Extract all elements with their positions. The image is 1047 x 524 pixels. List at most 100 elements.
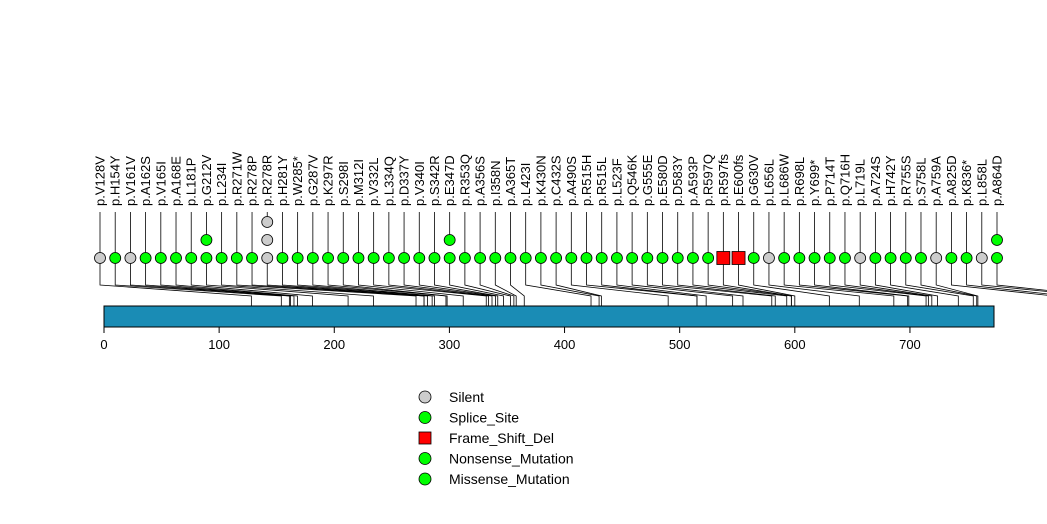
mutation-marker[interactable] bbox=[246, 252, 258, 264]
mutation-marker[interactable] bbox=[398, 252, 410, 264]
mutation-label: p.L334Q bbox=[381, 156, 396, 206]
mutation-marker[interactable] bbox=[306, 252, 319, 264]
mutation-marker[interactable] bbox=[230, 252, 243, 264]
mutation-marker[interactable] bbox=[747, 252, 760, 264]
position-axis: 0 100 200 300 400 500 600 700 bbox=[100, 327, 921, 352]
mutation-marker[interactable] bbox=[261, 234, 274, 246]
mutation-label: p.M312I bbox=[351, 159, 366, 206]
mutation-marker[interactable] bbox=[139, 252, 152, 264]
mutation-label: p.A759A bbox=[929, 156, 944, 206]
mutation-marker[interactable] bbox=[595, 252, 608, 264]
mutation-marker[interactable] bbox=[945, 252, 958, 264]
legend-label: Silent bbox=[449, 389, 484, 405]
mutation-marker[interactable] bbox=[352, 252, 365, 264]
mutation-marker[interactable] bbox=[215, 252, 228, 264]
axis-tick-label: 0 bbox=[100, 337, 107, 352]
mutation-marker[interactable] bbox=[322, 252, 334, 264]
mutation-marker[interactable] bbox=[94, 252, 106, 264]
mutation-marker[interactable] bbox=[124, 252, 137, 264]
mutation-label: p.R278R bbox=[260, 155, 275, 206]
mutation-marker[interactable] bbox=[793, 252, 806, 264]
mutation-label: p.L686W bbox=[777, 153, 792, 206]
mutation-marker[interactable] bbox=[839, 252, 851, 264]
mutation-marker[interactable] bbox=[200, 234, 213, 246]
mutation-marker[interactable] bbox=[611, 252, 623, 264]
mutation-marker[interactable] bbox=[337, 252, 350, 264]
mutation-marker[interactable] bbox=[565, 252, 578, 264]
mutation-marker[interactable] bbox=[534, 252, 547, 264]
mutation-marker[interactable] bbox=[975, 252, 988, 264]
mutation-marker[interactable] bbox=[413, 252, 426, 264]
mutation-label: p.A825D bbox=[944, 155, 959, 206]
mutation-marker[interactable] bbox=[109, 252, 122, 264]
mutation-marker[interactable] bbox=[687, 252, 699, 264]
mutation-marker[interactable] bbox=[626, 252, 639, 264]
mutation-marker[interactable] bbox=[854, 252, 867, 264]
mutation-marker[interactable] bbox=[276, 252, 289, 264]
mutation-marker[interactable] bbox=[716, 251, 731, 265]
mutation-marker[interactable] bbox=[930, 252, 943, 264]
legend-swatch bbox=[418, 472, 432, 486]
mutation-label: p.W285* bbox=[290, 156, 305, 206]
mutation-marker[interactable] bbox=[443, 252, 456, 264]
mutation-marker[interactable] bbox=[550, 252, 563, 264]
mutation-marker[interactable] bbox=[367, 252, 380, 264]
mutation-label: p.Q716H bbox=[837, 154, 852, 206]
mutation-marker[interactable] bbox=[899, 252, 912, 264]
mutation-marker[interactable] bbox=[991, 252, 1003, 264]
mutation-marker[interactable] bbox=[702, 252, 715, 264]
mutation-label: p.R597Q bbox=[701, 154, 716, 206]
mutation-label: p.A864D bbox=[990, 155, 1005, 206]
mutation-marker[interactable] bbox=[915, 252, 927, 264]
mutation-marker[interactable] bbox=[991, 234, 1003, 246]
connector-line bbox=[981, 258, 1047, 292]
mutation-label: p.G630V bbox=[746, 154, 761, 206]
mutation-marker[interactable] bbox=[778, 252, 791, 264]
mutation-marker[interactable] bbox=[291, 252, 304, 264]
mutation-marker[interactable] bbox=[884, 252, 897, 264]
mutation-marker[interactable] bbox=[382, 252, 395, 264]
mutation-marker[interactable] bbox=[458, 252, 471, 264]
mutation-label: p.D583Y bbox=[670, 155, 685, 206]
connector-line bbox=[996, 258, 1047, 291]
axis-tick-label: 500 bbox=[669, 337, 691, 352]
mutation-marker[interactable] bbox=[656, 252, 669, 264]
mutation-marker[interactable] bbox=[261, 252, 274, 264]
mutation-label: p.R278P bbox=[245, 155, 260, 206]
mutation-marker[interactable] bbox=[504, 252, 517, 264]
mutation-marker[interactable] bbox=[170, 252, 182, 264]
mutation-marker[interactable] bbox=[154, 252, 167, 264]
mutation-label: p.G212V bbox=[199, 154, 214, 206]
protein-domain-bar bbox=[103, 305, 995, 328]
mutation-marker[interactable] bbox=[763, 252, 775, 264]
mutation-marker[interactable] bbox=[671, 252, 684, 264]
mutation-label: p.E600fs bbox=[731, 154, 746, 206]
mutation-marker[interactable] bbox=[428, 252, 441, 264]
mutation-label: p.Y699* bbox=[807, 160, 822, 206]
mutation-label: p.E347D bbox=[442, 155, 457, 206]
mutation-marker[interactable] bbox=[489, 252, 502, 264]
mutation-marker[interactable] bbox=[443, 234, 456, 246]
legend-swatch bbox=[418, 431, 432, 445]
mutation-label: p.A168E bbox=[169, 156, 184, 206]
axis-tick-label: 600 bbox=[784, 337, 806, 352]
mutation-marker[interactable] bbox=[261, 216, 274, 228]
mutation-label: p.R755S bbox=[898, 155, 913, 206]
mutation-marker[interactable] bbox=[580, 252, 593, 264]
mutation-label: p.L858L bbox=[974, 159, 989, 206]
mutation-marker[interactable] bbox=[808, 252, 821, 264]
mutation-marker[interactable] bbox=[823, 252, 836, 264]
mutation-label: p.V165I bbox=[153, 161, 168, 206]
mutation-marker[interactable] bbox=[641, 252, 654, 264]
mutation-marker[interactable] bbox=[474, 252, 486, 264]
axis-tick-label: 200 bbox=[323, 337, 345, 352]
mutation-marker[interactable] bbox=[200, 252, 213, 264]
mutation-marker[interactable] bbox=[869, 252, 882, 264]
mutation-label: p.H154Y bbox=[108, 155, 123, 206]
mutation-marker[interactable] bbox=[519, 252, 532, 264]
mutation-marker[interactable] bbox=[960, 252, 973, 264]
mutation-markers bbox=[94, 216, 1003, 265]
mutation-marker[interactable] bbox=[731, 251, 746, 265]
mutation-marker[interactable] bbox=[185, 252, 198, 264]
legend-label: Missense_Mutation bbox=[449, 471, 570, 487]
